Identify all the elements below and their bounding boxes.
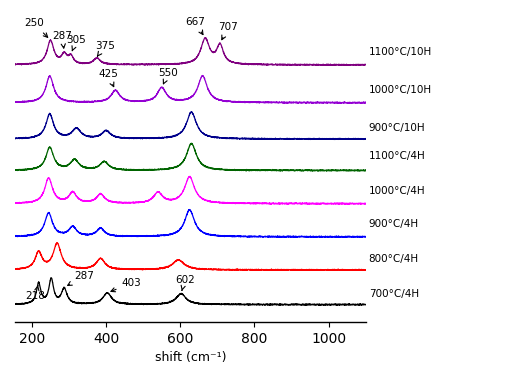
Text: 707: 707 bbox=[218, 22, 238, 40]
Text: 1100°C/10H: 1100°C/10H bbox=[369, 47, 432, 57]
Text: 602: 602 bbox=[175, 275, 195, 290]
Text: 1100°C/4H: 1100°C/4H bbox=[369, 151, 426, 161]
Text: 900°C/10H: 900°C/10H bbox=[369, 123, 425, 133]
Text: 403: 403 bbox=[111, 278, 141, 292]
Text: 550: 550 bbox=[158, 68, 178, 84]
Text: 800°C/4H: 800°C/4H bbox=[369, 254, 419, 264]
Text: 1000°C/10H: 1000°C/10H bbox=[369, 85, 432, 95]
Text: 305: 305 bbox=[67, 35, 86, 51]
Text: 900°C/4H: 900°C/4H bbox=[369, 219, 419, 229]
Text: 425: 425 bbox=[98, 69, 118, 87]
Text: 218: 218 bbox=[26, 286, 46, 301]
Text: 287: 287 bbox=[68, 270, 94, 286]
Text: 250: 250 bbox=[24, 18, 48, 37]
Text: 700°C/4H: 700°C/4H bbox=[369, 289, 419, 299]
Text: 1000°C/4H: 1000°C/4H bbox=[369, 186, 425, 196]
Text: 667: 667 bbox=[185, 17, 205, 34]
Text: 375: 375 bbox=[95, 41, 115, 56]
Text: 287: 287 bbox=[52, 31, 72, 48]
X-axis label: shift (cm⁻¹): shift (cm⁻¹) bbox=[155, 351, 226, 364]
